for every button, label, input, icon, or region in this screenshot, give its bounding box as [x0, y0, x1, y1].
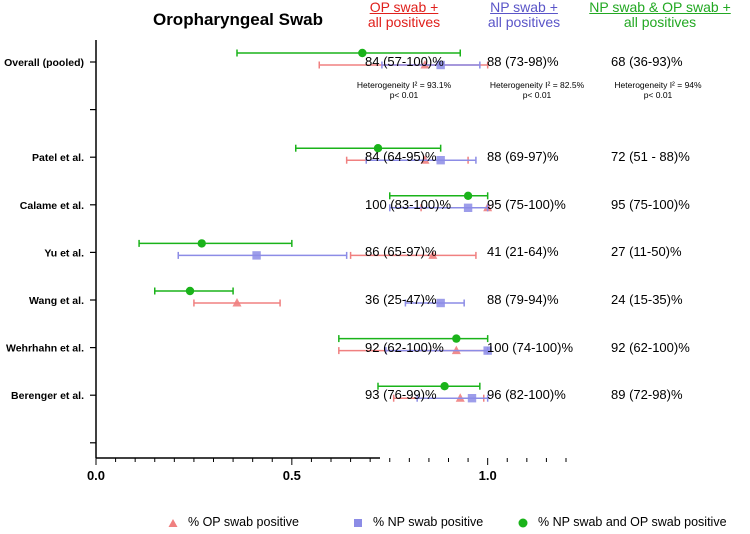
- estimate-cell: 41 (21-64)%: [487, 244, 559, 260]
- np-point: [483, 346, 492, 355]
- estimate-cell: 88 (79-94)%: [487, 292, 559, 307]
- column-header-op-line1: OP swab +: [369, 0, 439, 15]
- study-label: Overall (pooled): [4, 57, 84, 69]
- p-value-line: p< 0.01: [643, 90, 673, 100]
- legend-square-icon: [354, 518, 362, 527]
- legend-item-np: % NP swab positive: [353, 515, 483, 529]
- legend-label-np: % NP swab positive: [373, 515, 484, 529]
- estimate-cell: 100 (83-100)%: [365, 196, 451, 212]
- estimate-cell: 92 (62-100)%: [365, 339, 444, 355]
- estimate-cell: 89 (72-98)%: [611, 387, 683, 403]
- both-point: [197, 239, 206, 248]
- estimate-cell: 93 (76-99)%: [365, 387, 437, 403]
- legend-circle-icon: [518, 518, 528, 528]
- estimate-cell: 72 (51 - 88)%: [611, 149, 690, 165]
- legend-item-op: % OP swab positive: [168, 515, 299, 529]
- np-point: [467, 394, 477, 403]
- np-point: [463, 203, 473, 212]
- column-header-both: NP swab & OP swab + all positives: [575, 0, 745, 30]
- column-header-both-line1: NP swab & OP swab +: [589, 0, 731, 15]
- p-value-line: p< 0.01: [522, 90, 552, 100]
- column-header-np-line1: NP swab +: [490, 0, 558, 15]
- np-point: [436, 298, 445, 308]
- chart-title: Oropharyngeal Swab: [152, 10, 324, 29]
- both-point: [373, 144, 383, 153]
- estimate-cell: 84 (57-100)%: [365, 54, 444, 69]
- estimate-cell: 95 (75-100)%: [487, 196, 566, 212]
- both-point: [463, 191, 473, 200]
- legend-item-both: % NP swab and OP swab positive: [518, 515, 727, 529]
- estimate-cell: 68 (36-93)%: [611, 54, 683, 69]
- study-label: Berenger et al.: [11, 390, 84, 402]
- estimate-cell: 24 (15-35)%: [611, 292, 683, 307]
- estimate-cell: 36 (25-47)%: [365, 292, 437, 307]
- both-point: [358, 48, 367, 58]
- legend-triangle-icon: [168, 518, 178, 527]
- heterogeneity-line: Heterogeneity I² = 94%: [614, 80, 702, 90]
- legend-label-both: % NP swab and OP swab positive: [538, 515, 727, 529]
- heterogeneity-line: Heterogeneity I² = 82.5%: [489, 80, 585, 90]
- np-point: [436, 60, 445, 70]
- study-label: Wehrhahn et al.: [6, 343, 84, 355]
- op-point: [428, 250, 438, 259]
- estimate-cell: 86 (65-97)%: [365, 244, 437, 260]
- heterogeneity-note: Heterogeneity I² = 82.5% p< 0.01: [477, 80, 597, 100]
- study-label: Yu et al.: [44, 247, 84, 259]
- column-header-op-line2: all positives: [367, 14, 441, 30]
- column-header-np-line2: all positives: [487, 14, 561, 30]
- estimate-cell: 95 (75-100)%: [611, 196, 690, 212]
- p-value-line: p< 0.01: [389, 90, 419, 100]
- estimate-cell: 92 (62-100)%: [611, 339, 690, 355]
- op-point: [232, 298, 242, 307]
- estimate-cell: 27 (11-50)%: [611, 244, 682, 260]
- x-tick-label: 1.0: [479, 468, 497, 483]
- np-point: [436, 156, 445, 165]
- legend-label-op: % OP swab positive: [188, 515, 299, 529]
- column-header-op: OP swab + all positives: [338, 0, 470, 30]
- estimate-cell: 100 (74-100)%: [487, 339, 573, 355]
- column-header-np: NP swab + all positives: [468, 0, 580, 30]
- study-label: Patel et al.: [32, 152, 84, 164]
- study-label: Wang et al.: [29, 295, 84, 307]
- heterogeneity-note: Heterogeneity I² = 94% p< 0.01: [598, 80, 718, 100]
- column-header-both-line2: all positives: [623, 14, 697, 30]
- np-point: [252, 251, 261, 260]
- heterogeneity-note: Heterogeneity I² = 93.1% p< 0.01: [344, 80, 464, 100]
- estimate-cell: 96 (82-100)%: [487, 387, 566, 403]
- estimate-cell: 84 (64-95)%: [365, 149, 437, 165]
- estimate-cell: 88 (73-98)%: [487, 54, 559, 69]
- study-label: Calame et al.: [20, 200, 84, 212]
- both-point: [185, 286, 195, 296]
- x-tick-label: 0.5: [283, 468, 301, 483]
- heterogeneity-line: Heterogeneity I² = 93.1%: [356, 80, 452, 90]
- both-point: [440, 382, 449, 391]
- estimate-cell: 88 (69-97)%: [487, 149, 559, 165]
- x-tick-label: 0.0: [87, 468, 105, 483]
- both-point: [452, 334, 461, 343]
